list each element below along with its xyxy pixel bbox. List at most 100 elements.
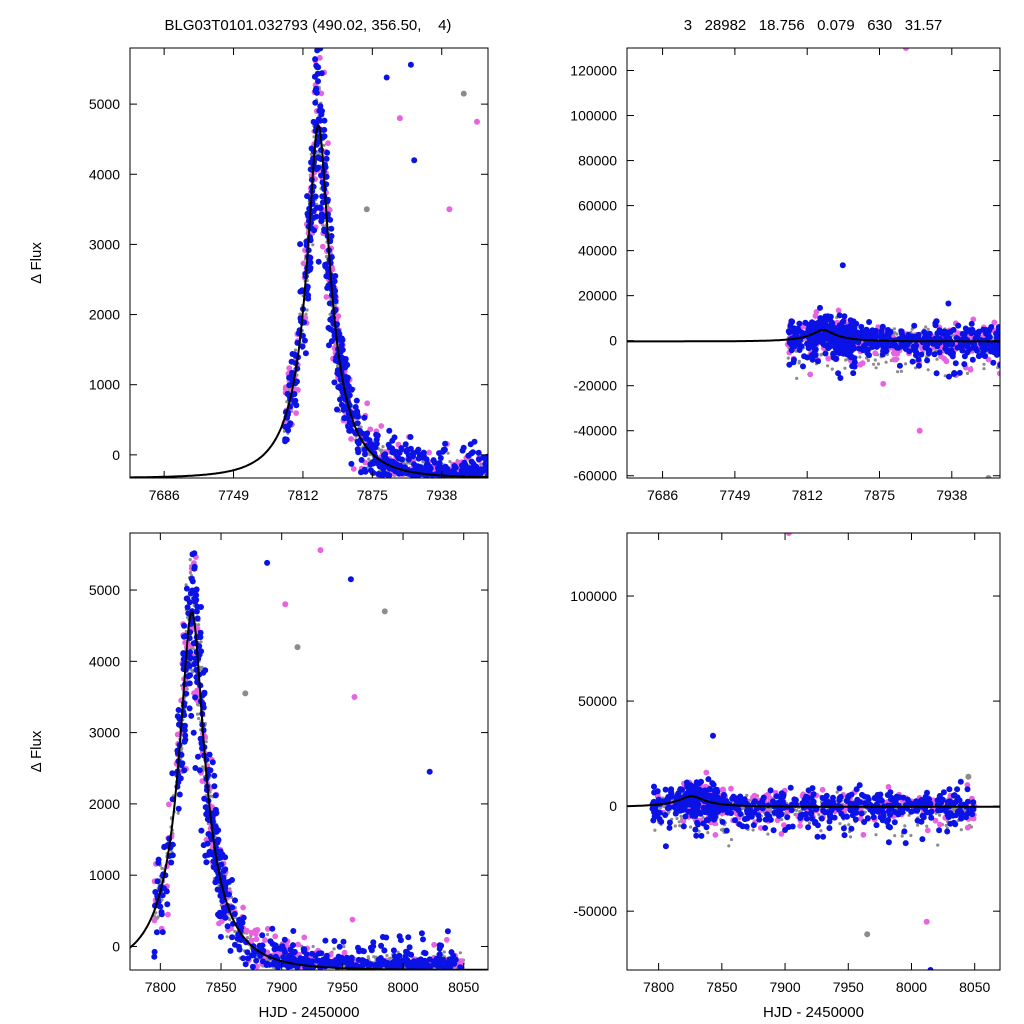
data-point-blue	[332, 357, 339, 364]
data-point-gray	[876, 362, 881, 366]
data-point-blue	[911, 322, 918, 329]
data-point-blue	[465, 452, 472, 459]
data-point-pink	[872, 350, 879, 357]
figure-title-left: BLG03T0101.032793 (490.02, 356.50, 4)	[165, 17, 452, 34]
data-point-blue	[404, 446, 411, 453]
data-point-blue	[472, 468, 478, 474]
data-point-pink	[293, 410, 299, 416]
data-point-gray	[448, 460, 452, 464]
data-point-blue	[353, 397, 360, 404]
data-point-pink	[894, 351, 901, 357]
data-point-blue	[793, 326, 800, 333]
data-point-blue	[322, 263, 329, 270]
data-point-blue	[915, 356, 922, 363]
data-point-blue	[825, 341, 832, 348]
data-point-pink	[967, 366, 974, 373]
data-point-blue	[789, 318, 796, 325]
data-point-blue	[316, 155, 322, 161]
data-point-outlier	[474, 118, 480, 125]
data-point-pink	[431, 941, 437, 948]
data-point-blue	[982, 353, 988, 360]
data-point-blue	[798, 329, 805, 336]
data-point-blue	[426, 463, 433, 470]
data-point-blue	[873, 343, 880, 350]
data-point-pink	[364, 400, 371, 407]
data-point-gray	[380, 448, 384, 452]
data-point-pink	[458, 959, 465, 966]
data-point-blue	[997, 362, 1000, 368]
data-point-blue	[990, 347, 997, 353]
data-point-blue	[458, 462, 465, 469]
data-point-blue	[952, 360, 959, 367]
data-point-blue	[915, 332, 922, 339]
data-point-gray	[899, 369, 904, 373]
data-point-pink	[443, 936, 450, 943]
data-point-blue	[959, 347, 966, 354]
data-point-blue	[430, 457, 437, 464]
data-point-blue	[355, 449, 362, 456]
data-point-blue	[814, 321, 821, 328]
data-point-blue	[438, 466, 444, 473]
y-axis-label: Δ Flux	[28, 242, 45, 284]
data-point-gray	[342, 945, 346, 949]
data-point-blue	[314, 70, 321, 77]
data-point-blue	[396, 470, 402, 477]
data-point-blue	[796, 320, 803, 327]
data-point-blue	[386, 427, 393, 434]
data-point-gray	[866, 358, 871, 363]
data-point-gray	[367, 457, 371, 461]
data-point-blue	[332, 298, 339, 304]
data-point-gray	[926, 368, 930, 372]
data-point-blue	[307, 254, 314, 261]
data-point-blue	[168, 859, 175, 866]
data-point-gray	[896, 370, 900, 374]
data-point-pink	[319, 243, 326, 250]
data-point-blue	[314, 64, 321, 71]
data-point-gray	[844, 358, 848, 362]
data-point-blue	[302, 350, 309, 357]
data-point-blue	[904, 341, 911, 348]
data-point-blue	[206, 751, 213, 758]
x-tick-label: 7749	[719, 487, 750, 503]
data-point-blue	[421, 466, 428, 473]
x-tick-label: 7875	[357, 487, 388, 503]
data-point-pink	[295, 941, 301, 948]
y-tick-label: 120000	[570, 63, 617, 79]
data-point-blue	[966, 327, 973, 334]
data-point-gray	[200, 665, 204, 669]
data-point-gray	[266, 932, 270, 937]
data-point-blue	[944, 333, 951, 340]
data-point-gray	[282, 429, 286, 433]
data-point-pink	[272, 933, 279, 940]
data-point-blue	[284, 390, 291, 397]
data-point-blue	[308, 145, 315, 152]
data-point-pink	[318, 90, 325, 97]
data-point-gray	[176, 811, 180, 815]
data-point-gray	[228, 918, 232, 922]
data-point-blue	[326, 300, 333, 307]
data-point-blue	[816, 336, 823, 343]
data-point-blue	[961, 353, 968, 360]
data-point-outlier	[363, 206, 370, 213]
data-point-blue	[982, 327, 989, 333]
x-tick-label: 7749	[218, 487, 249, 503]
plot-area	[130, 48, 488, 478]
data-point-gray	[311, 243, 315, 247]
data-point-blue	[389, 458, 396, 465]
data-point-blue	[367, 461, 374, 468]
plot-frame	[129, 47, 489, 479]
data-point-blue	[293, 402, 300, 409]
data-point-blue	[288, 358, 295, 365]
data-point-blue	[866, 319, 873, 325]
data-point-gray	[982, 367, 986, 371]
data-point-blue	[809, 321, 816, 328]
data-point-gray	[359, 425, 363, 429]
data-point-blue	[936, 349, 943, 356]
data-point-gray	[197, 623, 201, 627]
data-point-blue	[995, 327, 1000, 334]
data-point-blue	[405, 934, 412, 941]
data-point-blue	[337, 396, 343, 403]
data-point-pink	[812, 313, 819, 319]
data-point-gray	[858, 355, 862, 359]
data-point-pink	[301, 934, 308, 941]
